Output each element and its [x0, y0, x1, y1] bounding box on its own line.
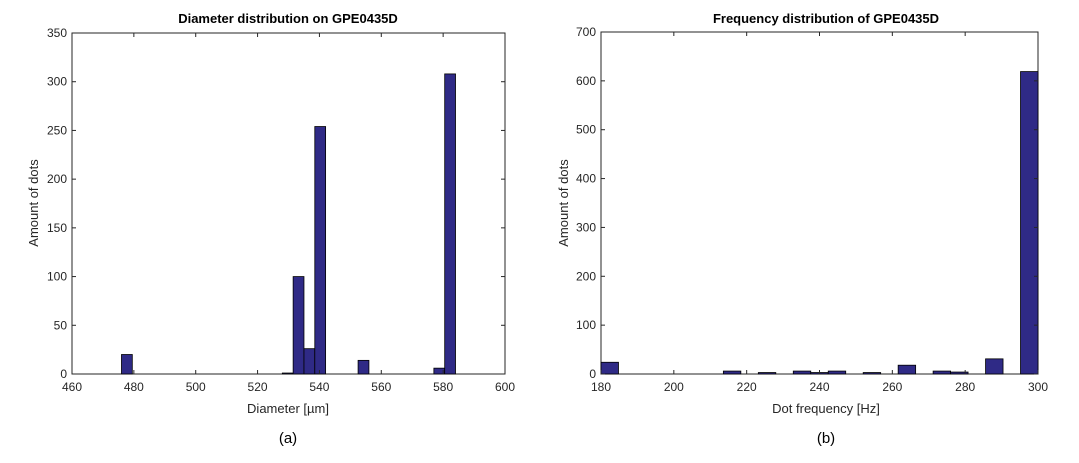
y-tick-label: 200	[47, 172, 67, 186]
x-tick-label: 580	[433, 380, 453, 394]
plot-area	[71, 32, 506, 375]
histogram-bar	[827, 370, 847, 375]
y-tick-label: 0	[589, 367, 596, 381]
x-tick-label: 180	[591, 380, 611, 394]
y-tick-label: 100	[47, 270, 67, 284]
histogram-bar	[950, 371, 969, 375]
panel-caption: (b)	[817, 430, 835, 447]
y-tick-label: 0	[60, 367, 67, 381]
histogram-bar	[314, 126, 327, 375]
x-tick-label: 460	[62, 380, 82, 394]
histogram-bar	[357, 359, 370, 375]
diameter-histogram-panel: Diameter distribution on GPE0435D Diamet…	[26, 11, 515, 447]
x-tick-label: 500	[186, 380, 206, 394]
y-tick-label: 500	[576, 123, 596, 137]
x-axis-label: Dot frequency [Hz]	[772, 401, 880, 416]
x-tick-label: 260	[882, 380, 902, 394]
histogram-bar	[985, 358, 1004, 375]
y-tick-label: 150	[47, 221, 67, 235]
histogram-bar	[862, 372, 882, 375]
y-tick-label: 400	[576, 172, 596, 186]
y-tick-label: 300	[47, 75, 67, 89]
x-tick-label: 540	[309, 380, 329, 394]
histogram-bar	[722, 370, 742, 375]
x-tick-label: 280	[955, 380, 975, 394]
y-tick-label: 250	[47, 123, 67, 137]
chart-title: Frequency distribution of GPE0435D	[713, 11, 939, 26]
x-tick-label: 480	[124, 380, 144, 394]
histogram-bar	[303, 348, 316, 375]
x-tick-label: 600	[495, 380, 515, 394]
histogram-bar	[600, 361, 619, 375]
x-axis-label: Diameter [µm]	[247, 401, 329, 416]
y-tick-label: 600	[576, 74, 596, 88]
x-tick-label: 560	[371, 380, 391, 394]
y-axis-label: Amount of dots	[26, 159, 41, 247]
frequency-histogram-panel: Frequency distribution of GPE0435D Dot f…	[556, 11, 1048, 447]
y-tick-label: 200	[576, 269, 596, 283]
y-tick-label: 300	[576, 220, 596, 234]
x-tick-label: 300	[1028, 380, 1048, 394]
chart-title: Diameter distribution on GPE0435D	[178, 11, 398, 26]
plot-area	[600, 31, 1039, 375]
histogram-bar	[121, 354, 133, 375]
histogram-bar	[1020, 71, 1039, 375]
x-tick-label: 240	[809, 380, 829, 394]
y-tick-label: 700	[576, 25, 596, 39]
x-tick-label: 520	[248, 380, 268, 394]
y-axis-label: Amount of dots	[556, 159, 571, 247]
y-tick-label: 100	[576, 318, 596, 332]
histogram-bar	[281, 372, 294, 375]
histogram-bar	[897, 364, 917, 375]
y-tick-label: 50	[54, 318, 68, 332]
x-tick-label: 220	[737, 380, 757, 394]
histogram-bar	[757, 372, 777, 375]
x-tick-label: 200	[664, 380, 684, 394]
y-tick-label: 350	[47, 26, 67, 40]
histogram-bar	[444, 73, 456, 375]
histogram-bar	[932, 370, 951, 375]
histogram-bar	[292, 276, 305, 375]
histogram-bar	[792, 370, 812, 375]
panel-caption: (a)	[279, 430, 297, 447]
